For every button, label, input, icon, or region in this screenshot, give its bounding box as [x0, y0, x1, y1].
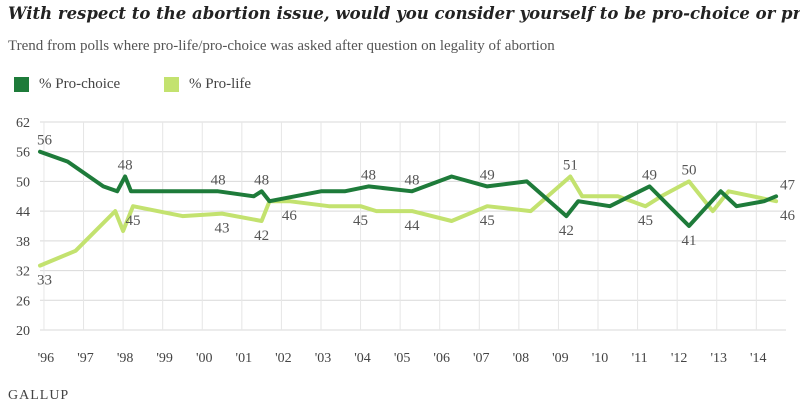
y-tick-label: 50 — [16, 175, 30, 190]
data-label-pro-life: 45 — [480, 213, 495, 229]
y-tick-label: 44 — [16, 205, 30, 220]
y-tick-label: 38 — [16, 235, 30, 250]
data-label-pro-choice: 48 — [118, 157, 133, 173]
x-tick-label: '00 — [196, 351, 213, 366]
y-tick-label: 56 — [16, 146, 30, 161]
x-tick-label: '11 — [632, 351, 648, 366]
x-tick-label: '98 — [117, 351, 134, 366]
x-tick-label: '09 — [552, 351, 569, 366]
x-tick-label: '96 — [38, 351, 55, 366]
legend-label-pro-life: % Pro-life — [189, 76, 252, 92]
data-label-pro-choice: 56 — [37, 133, 53, 149]
data-label-pro-choice: 48 — [361, 167, 376, 183]
data-label-pro-choice: 42 — [559, 223, 574, 239]
x-tick-label: '03 — [315, 351, 332, 366]
legend-label-pro-choice: % Pro-choice — [39, 76, 121, 92]
data-label-pro-life: 45 — [353, 213, 368, 229]
legend-swatch-pro-choice — [14, 77, 29, 92]
data-label-pro-life: 44 — [405, 218, 421, 234]
x-tick-label: '07 — [473, 351, 490, 366]
data-label-pro-life: 45 — [638, 213, 653, 229]
y-tick-label: 62 — [16, 116, 30, 131]
x-tick-label: '06 — [433, 351, 450, 366]
chart-subtitle: Trend from polls where pro-life/pro-choi… — [8, 38, 555, 54]
legend-swatch-pro-life — [164, 77, 179, 92]
x-tick-label: '01 — [236, 351, 253, 366]
data-label-pro-choice: 48 — [405, 172, 420, 188]
x-tick-label: '02 — [275, 351, 292, 366]
data-label-pro-life: 33 — [37, 273, 52, 289]
x-tick-label: '08 — [513, 351, 530, 366]
x-tick-label: '97 — [77, 351, 94, 366]
x-tick-label: '14 — [750, 351, 767, 366]
x-tick-label: '12 — [671, 351, 688, 366]
data-label-pro-life: 50 — [682, 162, 697, 178]
data-label-pro-life: 43 — [215, 221, 230, 237]
data-label-pro-choice: 41 — [682, 233, 697, 249]
x-tick-label: '10 — [592, 351, 609, 366]
data-label-pro-life: 45 — [126, 213, 141, 229]
data-label-pro-choice: 47 — [780, 177, 796, 193]
data-label-pro-life: 46 — [282, 208, 298, 224]
data-label-pro-choice: 48 — [254, 172, 269, 188]
data-label-pro-choice: 48 — [211, 172, 226, 188]
data-label-pro-life: 46 — [780, 208, 796, 224]
data-label-pro-life: 51 — [563, 157, 578, 173]
data-label-pro-life: 42 — [254, 228, 269, 244]
y-tick-label: 26 — [16, 294, 30, 309]
y-tick-label: 20 — [16, 324, 30, 339]
x-tick-label: '05 — [394, 351, 411, 366]
y-tick-label: 32 — [16, 265, 30, 280]
x-tick-label: '99 — [156, 351, 173, 366]
gallup-logo: GALLUP — [8, 388, 70, 403]
chart-title: With respect to the abortion issue, woul… — [8, 4, 800, 23]
series-line-pro-choice — [38, 149, 779, 228]
data-label-pro-choice: 49 — [642, 167, 657, 183]
x-tick-label: '04 — [354, 351, 371, 366]
data-label-pro-choice: 49 — [480, 167, 495, 183]
x-tick-label: '13 — [710, 351, 727, 366]
